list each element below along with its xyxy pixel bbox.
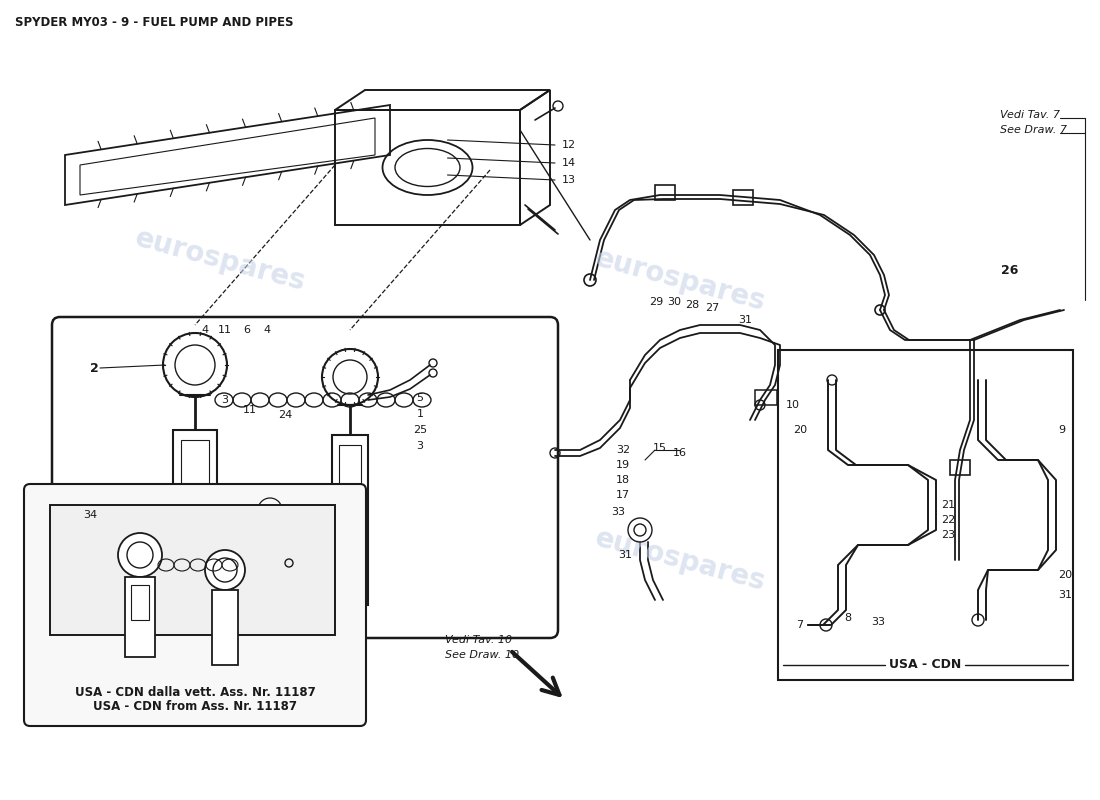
Text: 14: 14 bbox=[562, 158, 576, 168]
Text: 9: 9 bbox=[1058, 425, 1065, 435]
Text: 19: 19 bbox=[616, 460, 630, 470]
Bar bbox=[343, 565, 358, 587]
Bar bbox=[336, 110, 520, 225]
Text: 33: 33 bbox=[871, 617, 886, 627]
Text: USA - CDN dalla vett. Ass. Nr. 11187: USA - CDN dalla vett. Ass. Nr. 11187 bbox=[75, 686, 316, 698]
Text: 3: 3 bbox=[221, 395, 229, 405]
Bar bbox=[182, 440, 209, 500]
Text: Vedi Tav. 10: Vedi Tav. 10 bbox=[446, 635, 513, 645]
Text: 11: 11 bbox=[243, 405, 257, 415]
Text: 22: 22 bbox=[940, 515, 955, 525]
Text: 13: 13 bbox=[562, 175, 576, 185]
Bar bbox=[778, 350, 1072, 680]
Bar bbox=[339, 445, 361, 495]
Text: See Draw. 10: See Draw. 10 bbox=[446, 650, 519, 660]
Text: 34: 34 bbox=[82, 510, 97, 520]
Text: 24: 24 bbox=[278, 410, 293, 420]
Text: 11: 11 bbox=[218, 325, 232, 335]
Text: 27: 27 bbox=[705, 303, 719, 313]
Text: Vedi Tav. 7: Vedi Tav. 7 bbox=[1000, 110, 1060, 120]
Bar bbox=[654, 185, 675, 200]
Text: See Draw. 7: See Draw. 7 bbox=[1000, 125, 1067, 135]
FancyBboxPatch shape bbox=[24, 484, 366, 726]
Bar bbox=[340, 495, 362, 503]
Text: 16: 16 bbox=[673, 448, 688, 458]
Bar bbox=[332, 435, 368, 605]
Text: 28: 28 bbox=[685, 300, 700, 310]
Text: USA - CDN from Ass. Nr. 11187: USA - CDN from Ass. Nr. 11187 bbox=[94, 699, 297, 713]
Text: 25: 25 bbox=[412, 425, 427, 435]
Text: 4: 4 bbox=[263, 325, 271, 335]
Circle shape bbox=[118, 533, 162, 577]
Text: 2: 2 bbox=[90, 362, 99, 374]
Text: 31: 31 bbox=[618, 550, 632, 560]
Text: 29: 29 bbox=[649, 297, 663, 307]
Text: 20: 20 bbox=[793, 425, 807, 435]
Text: 23: 23 bbox=[940, 530, 955, 540]
Text: 12: 12 bbox=[562, 140, 576, 150]
Bar bbox=[182, 510, 209, 565]
Text: 33: 33 bbox=[610, 507, 625, 517]
Bar bbox=[755, 390, 777, 405]
Text: 3: 3 bbox=[417, 441, 424, 451]
Text: 4: 4 bbox=[201, 325, 209, 335]
Bar bbox=[125, 577, 155, 657]
Bar bbox=[131, 585, 149, 620]
Text: eurospares: eurospares bbox=[592, 244, 769, 316]
Text: eurospares: eurospares bbox=[162, 554, 339, 626]
Bar bbox=[950, 460, 970, 475]
Circle shape bbox=[205, 550, 245, 590]
Text: 15: 15 bbox=[653, 443, 667, 453]
Text: 5: 5 bbox=[417, 393, 424, 403]
Text: 7: 7 bbox=[796, 620, 804, 630]
Text: eurospares: eurospares bbox=[592, 524, 769, 596]
Text: 31: 31 bbox=[738, 315, 752, 325]
Bar bbox=[339, 505, 361, 555]
Text: 6: 6 bbox=[243, 325, 251, 335]
Bar bbox=[212, 590, 238, 665]
Bar bbox=[173, 430, 217, 620]
Text: 30: 30 bbox=[667, 297, 681, 307]
Text: USA - CDN: USA - CDN bbox=[889, 658, 961, 671]
Text: SPYDER MY03 - 9 - FUEL PUMP AND PIPES: SPYDER MY03 - 9 - FUEL PUMP AND PIPES bbox=[15, 15, 294, 29]
Text: 8: 8 bbox=[845, 613, 851, 623]
Text: 31: 31 bbox=[1058, 590, 1072, 600]
Text: 1: 1 bbox=[417, 409, 424, 419]
Bar bbox=[733, 190, 754, 205]
Text: 26: 26 bbox=[1001, 263, 1019, 277]
Text: 21: 21 bbox=[940, 500, 955, 510]
Text: 20: 20 bbox=[1058, 570, 1072, 580]
Text: 32: 32 bbox=[616, 445, 630, 455]
Text: 18: 18 bbox=[616, 475, 630, 485]
Text: 17: 17 bbox=[616, 490, 630, 500]
Circle shape bbox=[126, 542, 153, 568]
Bar bbox=[187, 575, 204, 600]
Bar bbox=[50, 505, 336, 635]
Text: 10: 10 bbox=[786, 400, 800, 410]
Text: eurospares: eurospares bbox=[132, 224, 308, 296]
